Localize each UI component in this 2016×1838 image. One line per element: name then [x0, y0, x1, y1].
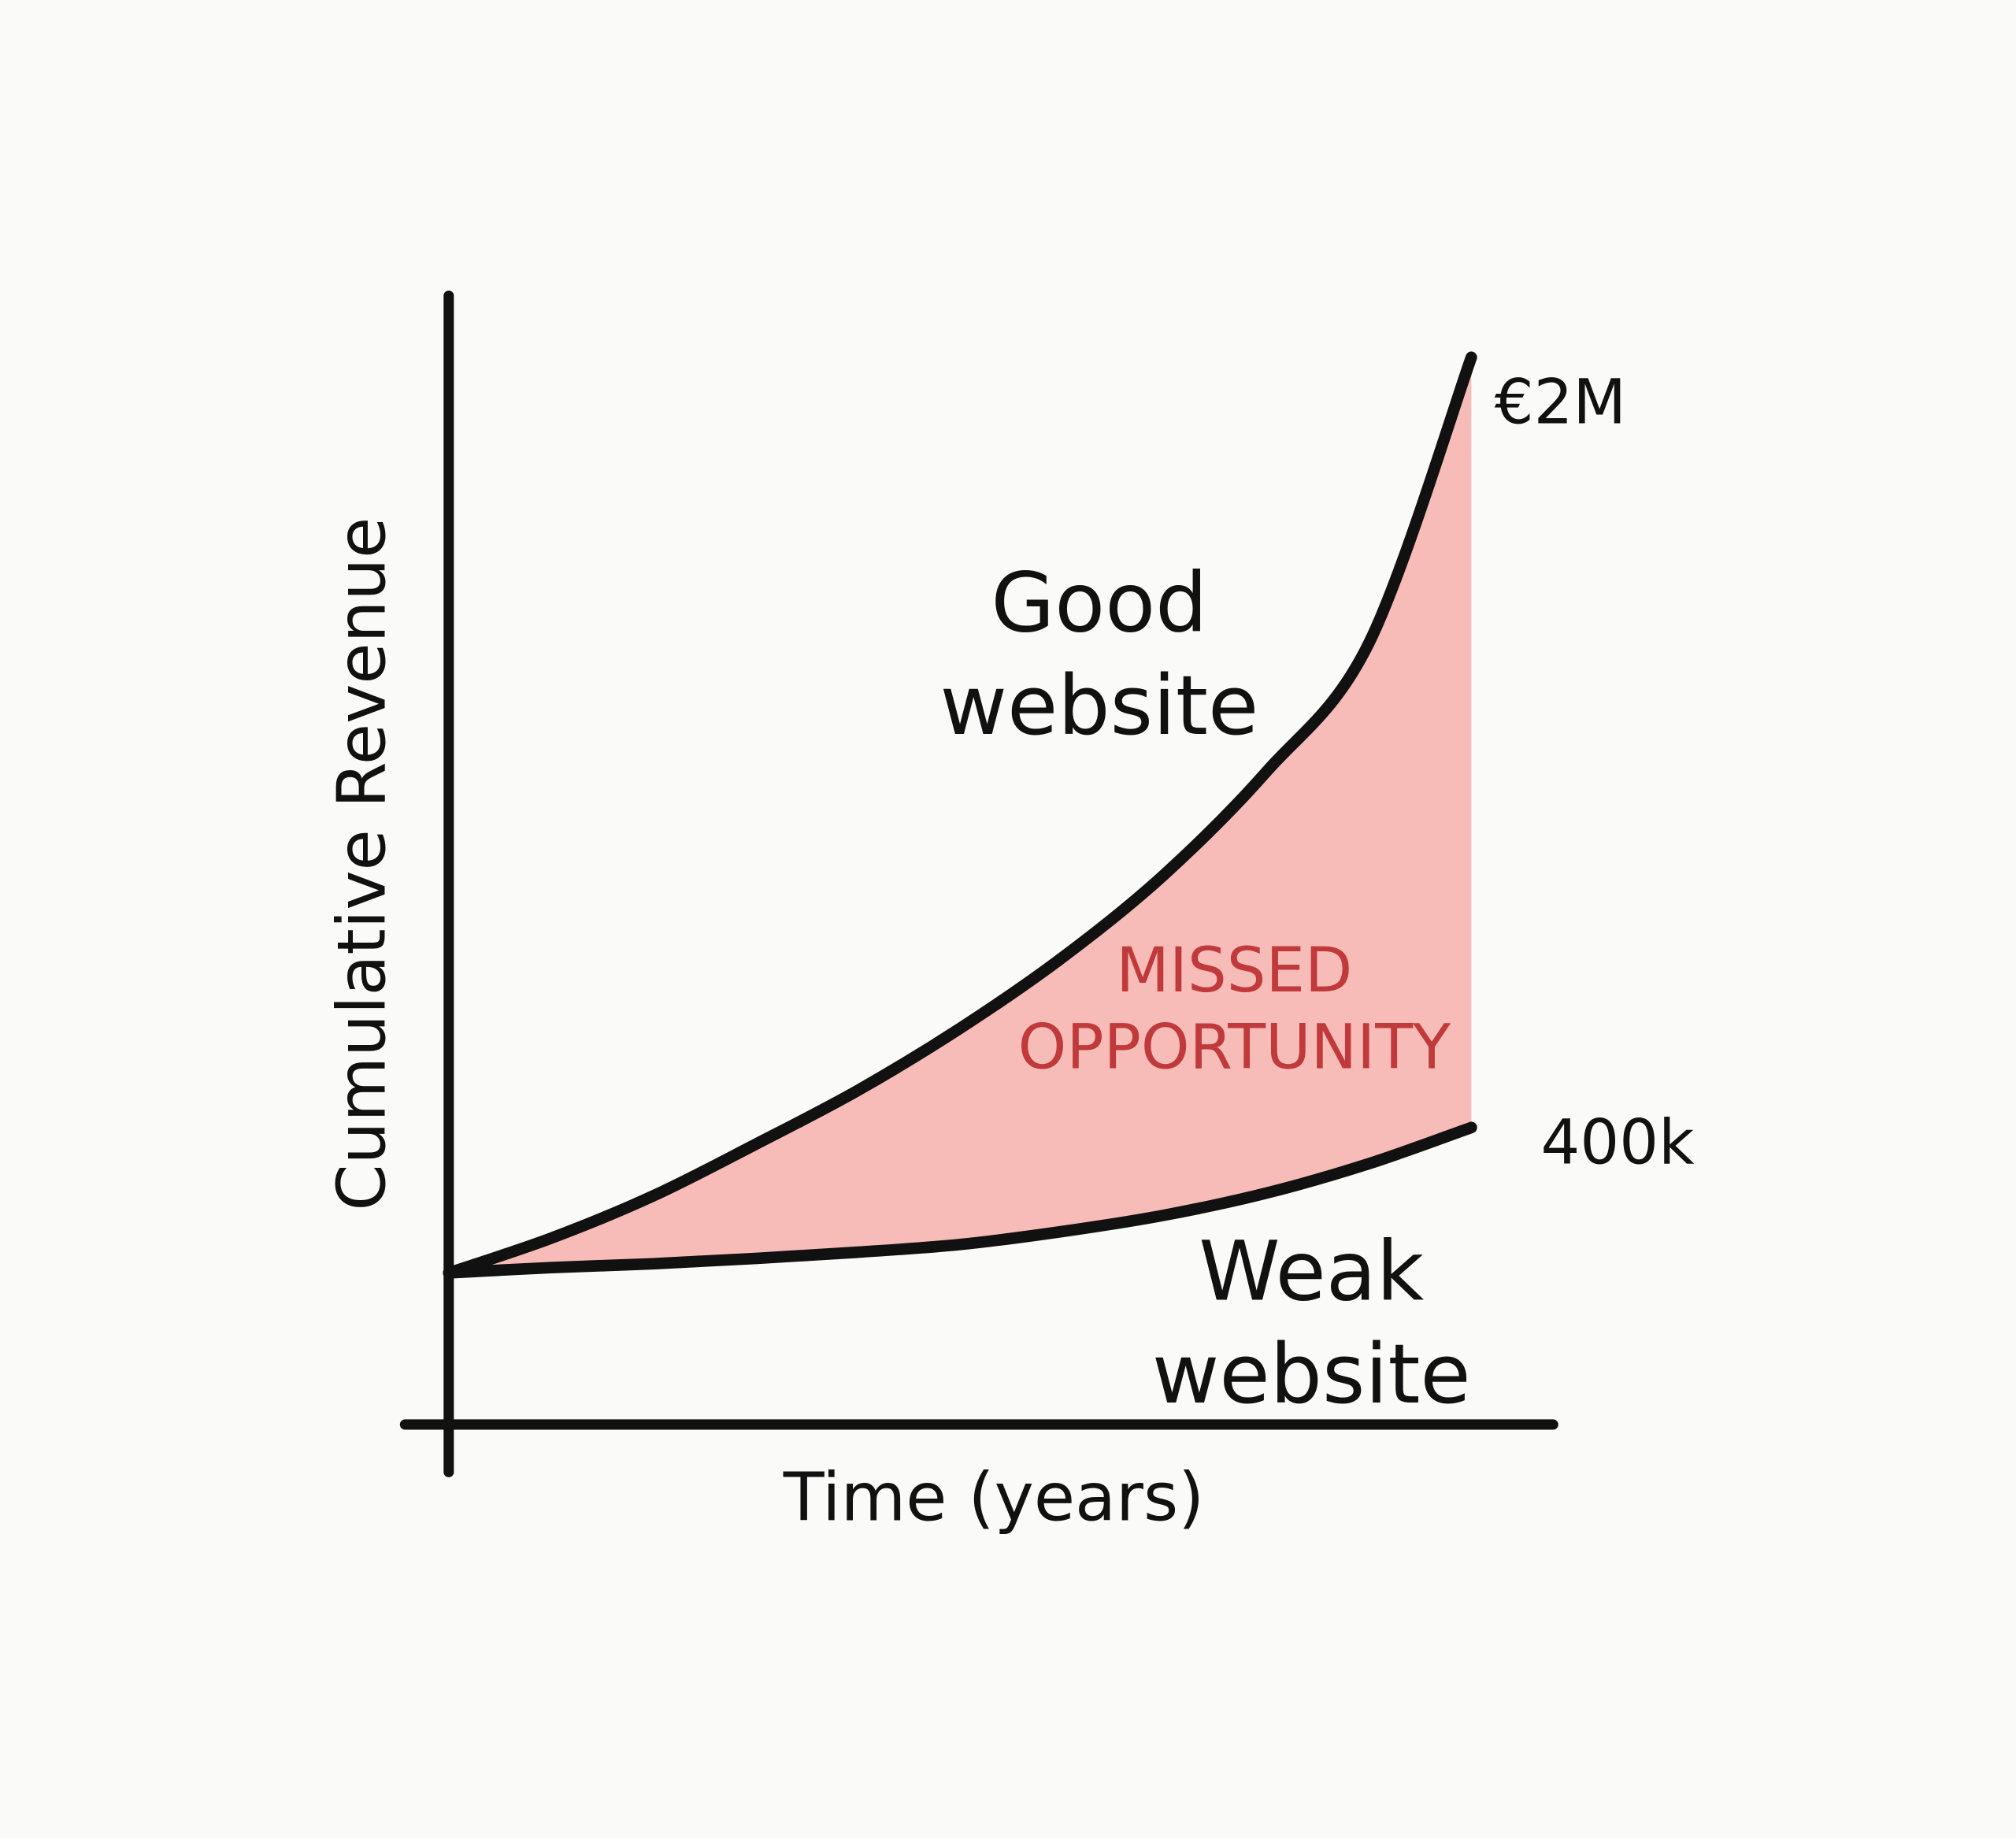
series-label-text: Weak website	[1151, 1225, 1471, 1424]
y-axis-label: Cumulative Revenue	[324, 517, 402, 1211]
value-label: €2M	[1495, 366, 1626, 438]
value-label: 400k	[1541, 1107, 1695, 1179]
series-label: Good website	[939, 556, 1259, 755]
annotation: MISSED OPPORTUNITY	[1017, 934, 1451, 1084]
annotation-text: MISSED OPPORTUNITY	[1017, 934, 1451, 1084]
series-label: Weak website	[1151, 1225, 1471, 1424]
gap-area	[448, 357, 1472, 1273]
series-label-text: Good website	[939, 556, 1259, 755]
line	[443, 1121, 1477, 1279]
x-axis-label: Time (years)	[783, 1458, 1205, 1536]
line	[443, 351, 1477, 1279]
